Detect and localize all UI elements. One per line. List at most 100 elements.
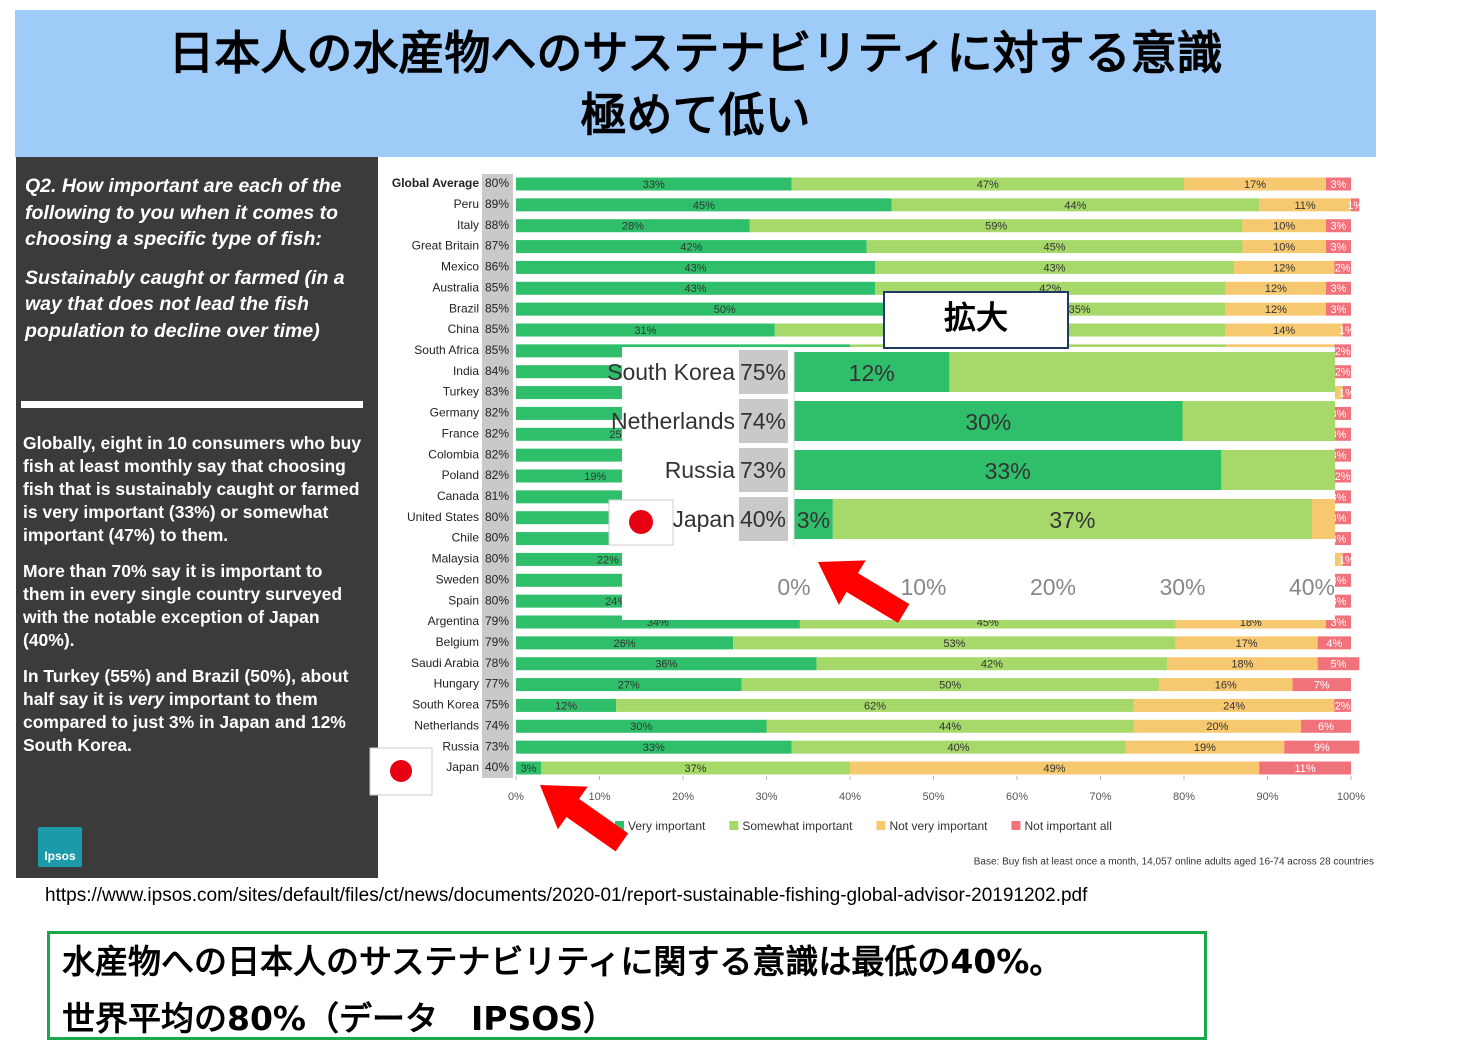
- bar-segment: [1184, 552, 1343, 566]
- summary-box: 水産物への日本人のサステナビリティに関する意識は最低の40%。 世界平均の80%…: [47, 931, 1207, 1040]
- data-label: 11%: [1294, 200, 1315, 212]
- data-label: 35%: [651, 533, 673, 545]
- bar-segment: [516, 636, 734, 650]
- zoom-bar-segment: [1221, 450, 1335, 490]
- data-label: 40%: [672, 450, 694, 462]
- data-label: 25%: [609, 429, 631, 441]
- bar-segment: [1334, 260, 1351, 274]
- zoom-bars: 12% 30% 33% 3% 37%: [794, 352, 1335, 539]
- source-url: https://www.ipsos.com/sites/default/file…: [45, 885, 1088, 906]
- category-label: France: [442, 426, 480, 440]
- bar-segment: [516, 427, 725, 441]
- category-label: United States: [407, 510, 479, 524]
- data-label: 42%: [680, 241, 702, 253]
- bar-segment: [516, 594, 717, 608]
- sidebar: Q2. How important are each of the follow…: [16, 157, 378, 878]
- bar-segment: [516, 490, 767, 504]
- bar-segment: [875, 260, 1235, 274]
- bar-segment: [1184, 594, 1326, 608]
- data-label: 12%: [1265, 283, 1287, 295]
- data-label: 3%: [1331, 221, 1347, 233]
- total-label: 82%: [485, 468, 509, 482]
- bar-segment: [516, 573, 767, 587]
- arrow: [818, 560, 910, 623]
- data-label: 3%: [1331, 429, 1347, 441]
- data-label: 28%: [1081, 387, 1103, 399]
- bar-segment: [516, 552, 700, 566]
- bar-segment: [1325, 177, 1351, 191]
- data-label: 2%: [1335, 367, 1351, 379]
- data-label: 45%: [977, 617, 999, 629]
- bar-segment: [891, 198, 1260, 212]
- bar-segment: [1325, 532, 1351, 546]
- bar-segment: [516, 260, 876, 274]
- bar-segment: [516, 469, 675, 483]
- zoom-total-box: [739, 399, 788, 443]
- bar-segment: [1325, 427, 1351, 441]
- data-label: 1%: [1339, 554, 1355, 566]
- total-label: 77%: [485, 677, 509, 691]
- bar-segment: [1259, 761, 1351, 775]
- zoom-bar-segment: [794, 499, 833, 539]
- zoom-bar-segment: [1182, 401, 1335, 441]
- data-label: 30%: [630, 575, 652, 587]
- bar-segment: [1184, 573, 1326, 587]
- data-label: 3%: [1331, 533, 1347, 545]
- zoom-total-label: 74%: [740, 408, 786, 434]
- total-label: 82%: [485, 426, 509, 440]
- bar-segment: [1175, 615, 1326, 629]
- data-label: 3%: [1331, 408, 1347, 420]
- data-label: 10%: [1273, 221, 1295, 233]
- bar-segment: [1217, 365, 1335, 379]
- bar-segment: [1334, 365, 1351, 379]
- bar-segment: [1325, 615, 1351, 629]
- zoom-panel: [622, 347, 1335, 620]
- data-label: 13%: [1269, 346, 1291, 358]
- category-label: Poland: [442, 468, 479, 482]
- data-label: 7%: [1314, 679, 1330, 691]
- data-label: 17%: [1244, 513, 1266, 525]
- bar-segment: [1334, 344, 1351, 358]
- data-label: 44%: [939, 721, 961, 733]
- zoom-bar-segment: [794, 450, 1222, 490]
- bar-segment: [875, 281, 1226, 295]
- data-label: 3%: [1331, 513, 1347, 525]
- bar-segment: [516, 177, 792, 191]
- zoom-tick-label: 30%: [1159, 574, 1205, 600]
- data-label: 20%: [1206, 721, 1228, 733]
- data-label: 43%: [1044, 262, 1066, 274]
- data-label: 14%: [1265, 367, 1287, 379]
- bar-segment: [516, 615, 800, 629]
- bar-segment: [933, 302, 1226, 316]
- bar-segment: [766, 719, 1134, 733]
- data-label: 42%: [1039, 283, 1061, 295]
- bar-segment: [1225, 302, 1326, 316]
- data-label: 42%: [981, 659, 1003, 671]
- flag-sun: [390, 760, 412, 782]
- data-label: 27%: [618, 679, 640, 691]
- bar-segment: [1184, 532, 1326, 546]
- bar-segment: [774, 323, 1226, 337]
- data-label: 4%: [1326, 638, 1342, 650]
- data-label: 15%: [1252, 429, 1274, 441]
- total-label: 82%: [485, 447, 509, 461]
- data-label: 12%: [1265, 304, 1287, 316]
- data-label: 19%: [1194, 742, 1216, 754]
- total-label: 80%: [485, 552, 509, 566]
- bar-segment: [516, 198, 892, 212]
- bar-segment: [1125, 740, 1285, 754]
- data-label: 50%: [939, 679, 961, 691]
- bar-segment: [866, 240, 1243, 254]
- data-label: 17%: [1236, 638, 1258, 650]
- bar-segment: [516, 657, 817, 671]
- x-tick-label: 80%: [1173, 791, 1195, 803]
- bar-segment: [516, 344, 850, 358]
- bar-segment: [1325, 448, 1351, 462]
- bar-segment: [1225, 281, 1326, 295]
- data-label: 31%: [634, 325, 656, 337]
- data-label: 56%: [939, 596, 961, 608]
- bar-segment: [516, 678, 742, 692]
- category-label: Canada: [437, 489, 479, 503]
- zoom-total-box: [739, 497, 788, 541]
- bar-segment: [1225, 344, 1335, 358]
